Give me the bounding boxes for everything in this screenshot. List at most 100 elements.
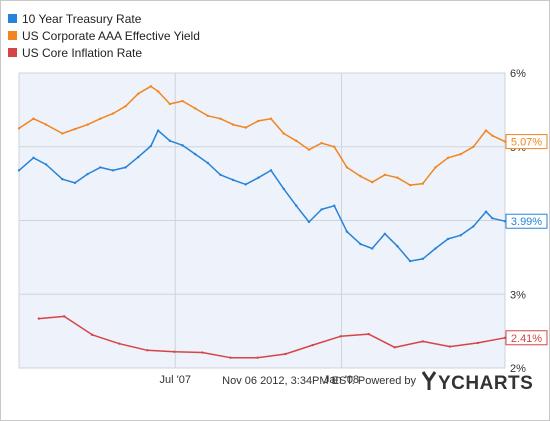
legend-swatch-treasury bbox=[8, 14, 17, 23]
data-point-10-year-treasury-rate bbox=[44, 163, 48, 166]
data-point-us-corporate-aaa-effective-yield bbox=[396, 176, 399, 179]
y-tick-label: 2% bbox=[510, 363, 526, 375]
data-point-10-year-treasury-rate bbox=[307, 220, 311, 224]
data-point-10-year-treasury-rate bbox=[333, 204, 336, 207]
data-point-10-year-treasury-rate bbox=[257, 176, 260, 179]
data-point-10-year-treasury-rate bbox=[193, 152, 197, 156]
end-value-labels: 3.99% 5.07% 2.41% bbox=[505, 134, 548, 346]
data-point-10-year-treasury-rate bbox=[396, 245, 399, 248]
data-point-us-corporate-aaa-effective-yield bbox=[295, 139, 298, 143]
series-layer bbox=[17, 85, 507, 359]
data-point-10-year-treasury-rate bbox=[73, 181, 77, 185]
data-point-us-corporate-aaa-effective-yield bbox=[257, 119, 260, 123]
data-point-us-core-inflation-rate bbox=[448, 345, 452, 348]
data-point-us-corporate-aaa-effective-yield bbox=[269, 117, 273, 120]
chart-footer: Nov 06 2012, 3:34PM EST. Powered by YCHA… bbox=[0, 366, 550, 396]
data-point-us-corporate-aaa-effective-yield bbox=[99, 117, 102, 120]
data-point-us-corporate-aaa-effective-yield bbox=[383, 173, 387, 176]
data-point-us-corporate-aaa-effective-yield bbox=[459, 152, 462, 156]
data-point-10-year-treasury-rate bbox=[345, 230, 349, 233]
data-point-us-corporate-aaa-effective-yield bbox=[282, 132, 285, 135]
grid-lines bbox=[19, 73, 505, 368]
legend-item-core-inflation[interactable]: US Core Inflation Rate bbox=[8, 44, 200, 61]
data-point-us-core-inflation-rate bbox=[284, 352, 287, 356]
data-point-us-corporate-aaa-effective-yield bbox=[345, 166, 349, 169]
chart-legend: 10 Year Treasury Rate US Corporate AAA E… bbox=[8, 10, 200, 61]
end-label-box-10-year-treasury-rate bbox=[505, 213, 548, 229]
y-tick-label: 3% bbox=[510, 289, 526, 301]
data-point-us-core-inflation-rate bbox=[421, 340, 424, 343]
data-point-us-corporate-aaa-effective-yield bbox=[446, 156, 450, 160]
series-line-us-corporate-aaa-effective-yield bbox=[18, 85, 506, 186]
data-point-10-year-treasury-rate bbox=[17, 169, 21, 172]
legend-item-treasury[interactable]: 10 Year Treasury Rate bbox=[8, 10, 200, 27]
data-point-10-year-treasury-rate bbox=[124, 166, 127, 169]
data-point-us-core-inflation-rate bbox=[476, 341, 480, 345]
data-point-10-year-treasury-rate bbox=[61, 178, 64, 181]
data-point-10-year-treasury-rate bbox=[219, 173, 222, 176]
data-point-10-year-treasury-rate bbox=[408, 259, 412, 263]
data-point-10-year-treasury-rate bbox=[269, 169, 273, 172]
data-point-us-corporate-aaa-effective-yield bbox=[320, 141, 323, 145]
data-point-us-corporate-aaa-effective-yield bbox=[73, 127, 77, 131]
ycharts-logo[interactable]: YCHARTS bbox=[420, 369, 538, 393]
data-point-us-core-inflation-rate bbox=[37, 317, 41, 320]
data-point-us-corporate-aaa-effective-yield bbox=[408, 183, 412, 187]
data-point-us-core-inflation-rate bbox=[311, 343, 314, 347]
data-point-us-corporate-aaa-effective-yield bbox=[244, 126, 247, 129]
data-point-us-corporate-aaa-effective-yield bbox=[86, 123, 89, 126]
legend-swatch-core-inflation bbox=[8, 48, 17, 57]
data-point-10-year-treasury-rate bbox=[359, 242, 362, 246]
data-point-10-year-treasury-rate bbox=[371, 247, 374, 250]
data-point-us-corporate-aaa-effective-yield bbox=[307, 148, 311, 151]
data-point-10-year-treasury-rate bbox=[149, 144, 153, 148]
data-point-10-year-treasury-rate bbox=[459, 234, 462, 237]
data-point-us-core-inflation-rate bbox=[256, 356, 259, 359]
ycharts-logo-mark bbox=[421, 371, 437, 383]
end-label-us-corporate-aaa-effective-yield: 5.07% bbox=[511, 137, 542, 149]
x-tick-label: Jan '08 bbox=[324, 374, 359, 386]
data-point-us-corporate-aaa-effective-yield bbox=[17, 127, 21, 130]
data-point-10-year-treasury-rate bbox=[484, 210, 488, 213]
data-point-us-corporate-aaa-effective-yield bbox=[421, 182, 424, 185]
data-point-us-corporate-aaa-effective-yield bbox=[231, 123, 235, 126]
data-point-10-year-treasury-rate bbox=[32, 156, 35, 160]
series-line-us-core-inflation-rate bbox=[38, 315, 506, 359]
data-point-10-year-treasury-rate bbox=[181, 144, 184, 147]
data-point-us-corporate-aaa-effective-yield bbox=[44, 123, 48, 126]
data-point-us-core-inflation-rate bbox=[339, 335, 342, 338]
data-point-us-corporate-aaa-effective-yield bbox=[472, 145, 475, 148]
data-point-us-corporate-aaa-effective-yield bbox=[193, 107, 197, 110]
data-point-us-core-inflation-rate bbox=[90, 333, 94, 337]
data-point-10-year-treasury-rate bbox=[231, 178, 235, 182]
end-label-us-core-inflation-rate: 2.41% bbox=[511, 333, 542, 345]
data-point-10-year-treasury-rate bbox=[383, 232, 387, 235]
footer-powered-by: Powered by bbox=[357, 375, 416, 387]
data-point-us-corporate-aaa-effective-yield bbox=[137, 92, 140, 95]
data-point-us-corporate-aaa-effective-yield bbox=[111, 112, 115, 115]
ycharts-logo-text: YCHARTS bbox=[438, 373, 533, 393]
data-point-us-corporate-aaa-effective-yield bbox=[359, 175, 362, 178]
data-point-10-year-treasury-rate bbox=[156, 129, 160, 132]
data-point-us-core-inflation-rate bbox=[62, 315, 66, 318]
data-point-10-year-treasury-rate bbox=[244, 183, 247, 186]
data-point-10-year-treasury-rate bbox=[295, 204, 298, 207]
data-point-us-core-inflation-rate bbox=[201, 351, 204, 354]
data-point-10-year-treasury-rate bbox=[282, 187, 285, 190]
data-point-10-year-treasury-rate bbox=[472, 225, 475, 228]
end-label-box-us-corporate-aaa-effective-yield bbox=[505, 134, 548, 150]
data-point-us-corporate-aaa-effective-yield bbox=[206, 114, 209, 117]
data-point-10-year-treasury-rate bbox=[86, 172, 89, 176]
data-point-us-core-inflation-rate bbox=[367, 332, 370, 336]
data-point-10-year-treasury-rate bbox=[320, 208, 323, 211]
data-point-10-year-treasury-rate bbox=[99, 166, 102, 169]
data-point-us-corporate-aaa-effective-yield bbox=[484, 129, 488, 132]
data-point-10-year-treasury-rate bbox=[111, 169, 115, 172]
legend-label-aaa-yield: US Corporate AAA Effective Yield bbox=[22, 28, 200, 43]
data-point-us-corporate-aaa-effective-yield bbox=[149, 85, 153, 88]
data-point-us-corporate-aaa-effective-yield bbox=[434, 166, 437, 169]
legend-item-aaa-yield[interactable]: US Corporate AAA Effective Yield bbox=[8, 27, 200, 44]
data-point-10-year-treasury-rate bbox=[491, 217, 494, 220]
data-point-us-corporate-aaa-effective-yield bbox=[61, 132, 64, 135]
series-line-10-year-treasury-rate bbox=[18, 129, 506, 262]
